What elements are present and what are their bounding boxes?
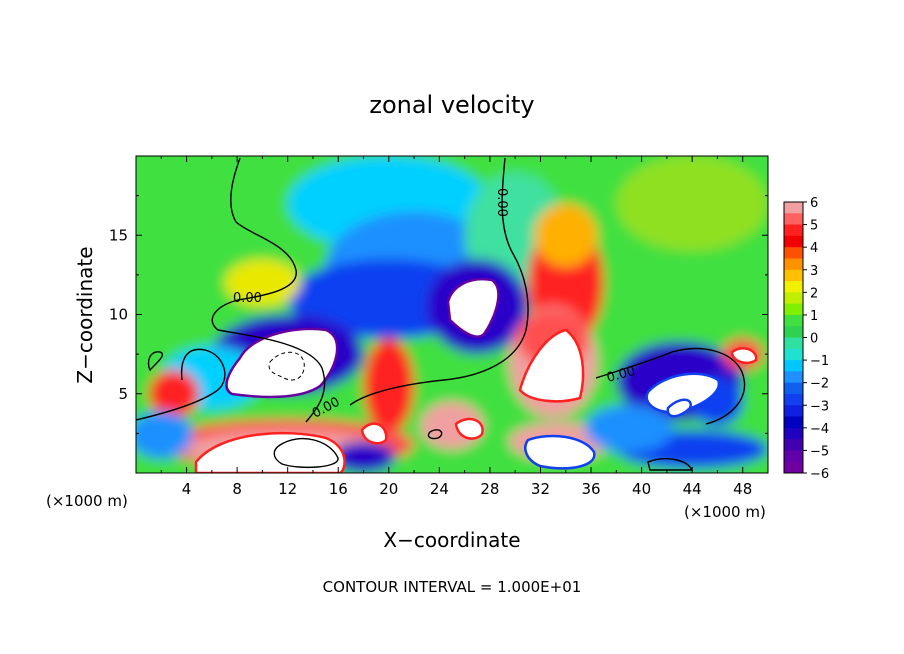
colorbar-swatch: [784, 337, 803, 350]
colorbar-swatch: [784, 382, 803, 395]
colorbar-swatch: [784, 393, 803, 406]
zero-contour-right: [595, 347, 746, 425]
x-tick-label: 24: [430, 480, 449, 498]
colorbar-tick-label: 3: [810, 264, 818, 279]
zero-contour-mid: [349, 157, 529, 406]
y-tick-label: 10: [109, 306, 128, 324]
colorbar-swatch: [784, 258, 803, 271]
colorbar-swatch: [784, 292, 803, 305]
y-axis-label: Z−coordinate: [73, 246, 97, 383]
zero-contours: [136, 157, 746, 471]
colorbar-swatch: [784, 416, 803, 429]
colorbar-swatch: [784, 314, 803, 327]
x-tick-label: 44: [683, 480, 702, 498]
colorbar-swatch: [784, 247, 803, 259]
plot-area: 0.00 0.00 0.00 0.00 4 8 12 16 20 24 28 32 36 40 44…: [109, 155, 769, 498]
colorbar-swatch: [784, 326, 803, 338]
colorbar-tick-label: 6: [810, 196, 818, 211]
colorbar-tick-label: 1: [810, 309, 818, 324]
colorbar-swatch: [784, 303, 803, 316]
contour-label-1: 0.00: [233, 291, 262, 306]
x-tick-label: 20: [379, 480, 398, 498]
colorbar-swatch: [784, 439, 803, 451]
x-tick-label: 8: [232, 480, 242, 498]
colorbar-swatch: [784, 235, 803, 248]
zero-contour-small: [427, 429, 443, 440]
x-tick-label: 36: [581, 480, 600, 498]
colorbar-tick-label: 0: [810, 332, 818, 347]
colorbar-swatch: [784, 360, 803, 372]
colorbar-swatch: [784, 427, 803, 440]
colorbar-swatch: [784, 213, 803, 226]
x-tick-label: 12: [278, 480, 297, 498]
colorbar-tick-label: −4: [810, 422, 829, 437]
contour-label-4: 0.00: [605, 364, 637, 386]
zero-contour-left: [211, 157, 326, 423]
colorbar: 6 5 4 3 2 1 0 −1 −2 −3 −4 −5 −6: [783, 196, 829, 482]
x-tick-label: 48: [733, 480, 752, 498]
colorbar-swatch: [784, 269, 803, 282]
colorbar-swatch: [784, 405, 803, 418]
colorbar-swatch: [784, 450, 803, 463]
colorbar-tick-label: −6: [810, 467, 829, 482]
x-tick-label: 16: [329, 480, 348, 498]
colorbar-tick-label: −5: [810, 444, 829, 459]
x-axis-label: X−coordinate: [383, 528, 520, 552]
contour-label-3: 0.00: [494, 188, 509, 217]
colorbar-swatch: [784, 461, 803, 474]
x-tick-label: 28: [480, 480, 499, 498]
x-tick-label: 4: [182, 480, 192, 498]
colorbar-tick-label: 2: [810, 286, 818, 301]
colorbar-tick-label: −1: [810, 354, 829, 369]
x-tick-label: 40: [632, 480, 651, 498]
colorbar-swatch: [784, 348, 803, 361]
colorbar-swatch: [784, 202, 803, 214]
y-axis-ticks: 5 10 15: [109, 195, 768, 434]
y-tick-label: 5: [118, 385, 128, 403]
y-tick-label: 15: [109, 226, 128, 244]
contour-interval-note: CONTOUR INTERVAL = 1.000E+01: [323, 578, 582, 596]
colorbar-tick-label: −2: [810, 377, 829, 392]
colorbar-tick-label: 4: [810, 241, 818, 256]
colorbar-swatch: [784, 281, 803, 293]
zero-contour-ring-bl: [273, 437, 339, 469]
zero-contour-lower-left: [136, 348, 226, 421]
colorbar-swatch: [784, 224, 803, 237]
colorbar-tick-label: −3: [810, 399, 829, 414]
x-axis-ticks: 4 8 12 16 20 24 28 32 36 40 44 48: [160, 156, 752, 498]
x-tick-label: 32: [531, 480, 550, 498]
dashed-contour: [268, 351, 305, 381]
colorbar-swatch: [784, 371, 803, 384]
zero-contour-ring-left: [147, 351, 164, 372]
x-unit-right: (×1000 m): [684, 503, 766, 521]
chart-title: zonal velocity: [369, 91, 534, 119]
x-unit-left: (×1000 m): [46, 492, 128, 510]
colorbar-tick-label: 5: [810, 219, 818, 234]
